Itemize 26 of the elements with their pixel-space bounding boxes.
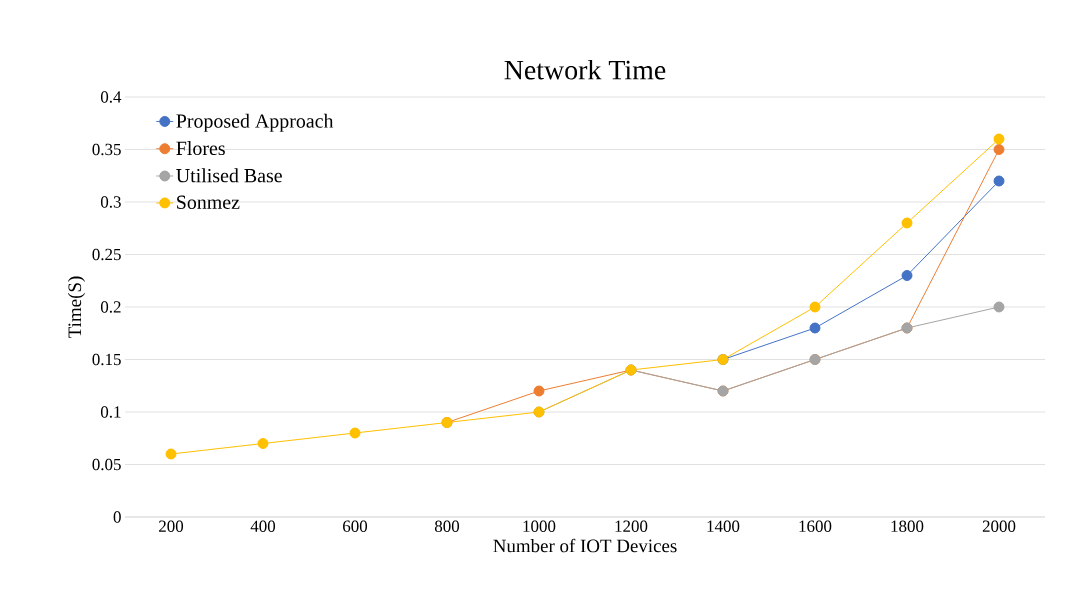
legend-label: Flores <box>176 141 225 156</box>
x-tick-label: 1600 <box>799 520 832 532</box>
y-tick-label: 0.05 <box>92 458 121 471</box>
chart-title: Network Time <box>504 59 666 80</box>
x-tick-label: 1400 <box>707 520 740 532</box>
x-tick-label: 800 <box>434 520 460 532</box>
y-tick-label: 0.35 <box>92 143 121 156</box>
legend-label: Sonmez <box>177 195 240 209</box>
x-tick-label: 1800 <box>891 520 924 532</box>
x-tick-label: 1200 <box>615 520 648 532</box>
y-tick-label: 0.3 <box>100 196 121 208</box>
x-tick-label: 400 <box>250 520 276 532</box>
y-tick-label: 0.15 <box>92 353 121 366</box>
y-tick-label: 0.4 <box>100 91 122 103</box>
y-tick-label: 0.2 <box>100 301 121 313</box>
legend-label: Proposed Approach <box>176 113 334 132</box>
y-axis-title: Time(S) <box>67 276 85 338</box>
y-tick-label: 0.1 <box>100 406 121 418</box>
y-tick-label: 0.25 <box>92 248 121 261</box>
x-axis-title: Number of IOT Devices <box>493 538 677 553</box>
y-tick-label: 0 <box>113 511 121 523</box>
legend-label: Utilised Base <box>176 168 282 183</box>
x-tick-label: 200 <box>159 520 184 532</box>
x-tick-label: 600 <box>343 520 368 532</box>
x-tick-label: 2000 <box>982 520 1016 532</box>
x-tick-label: 1000 <box>523 520 556 532</box>
